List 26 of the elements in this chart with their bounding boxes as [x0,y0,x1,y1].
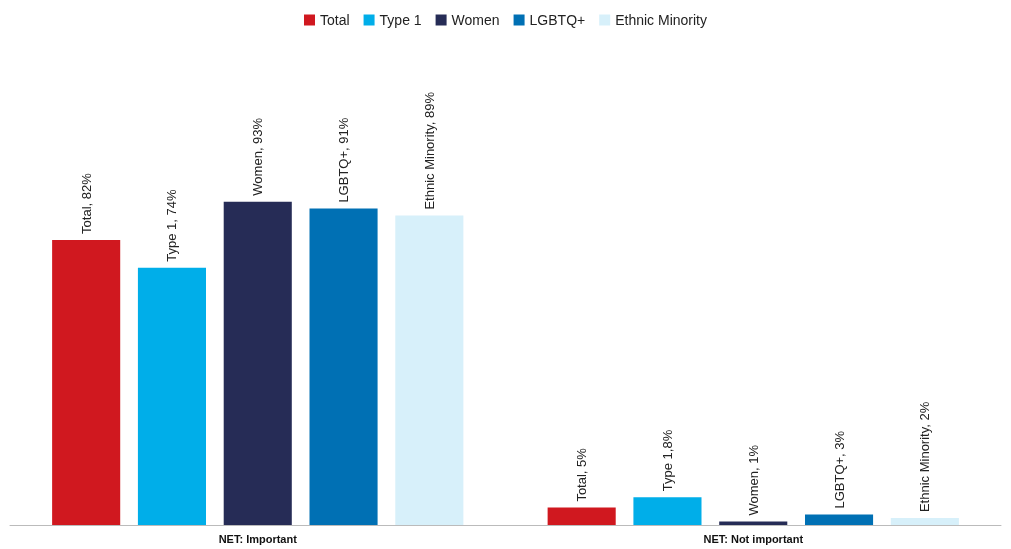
data-label: Type 1, 74% [164,189,180,262]
legend-label: Ethnic Minority [615,12,708,28]
data-label: Total, 82% [78,172,94,234]
data-label: Type 1,8% [659,429,675,492]
data-label: Women, 93% [250,117,266,196]
data-label: Women, 1% [745,444,761,516]
legend-label: LGBTQ+ [529,12,586,28]
data-label: Ethnic Minority, 2% [917,401,933,513]
data-label: LGBTQ+, 91% [336,117,352,203]
x-tick-label: NET: Important [218,532,298,545]
bar [223,201,292,525]
x-tick-label: NET: Not important [703,532,804,545]
bar [805,514,874,525]
data-label: Ethnic Minority, 89% [421,91,437,210]
legend-label: Type 1 [379,12,422,28]
data-label: Total, 5% [574,447,590,502]
legend-label: Women [451,12,500,28]
bar [395,215,464,525]
bar [890,518,959,525]
legend-label: Total [319,12,350,28]
bar [309,208,378,525]
bar [633,497,702,525]
data-label: LGBTQ+, 3% [831,430,847,509]
bar [547,507,616,525]
bar [137,267,206,525]
bar [52,239,121,525]
